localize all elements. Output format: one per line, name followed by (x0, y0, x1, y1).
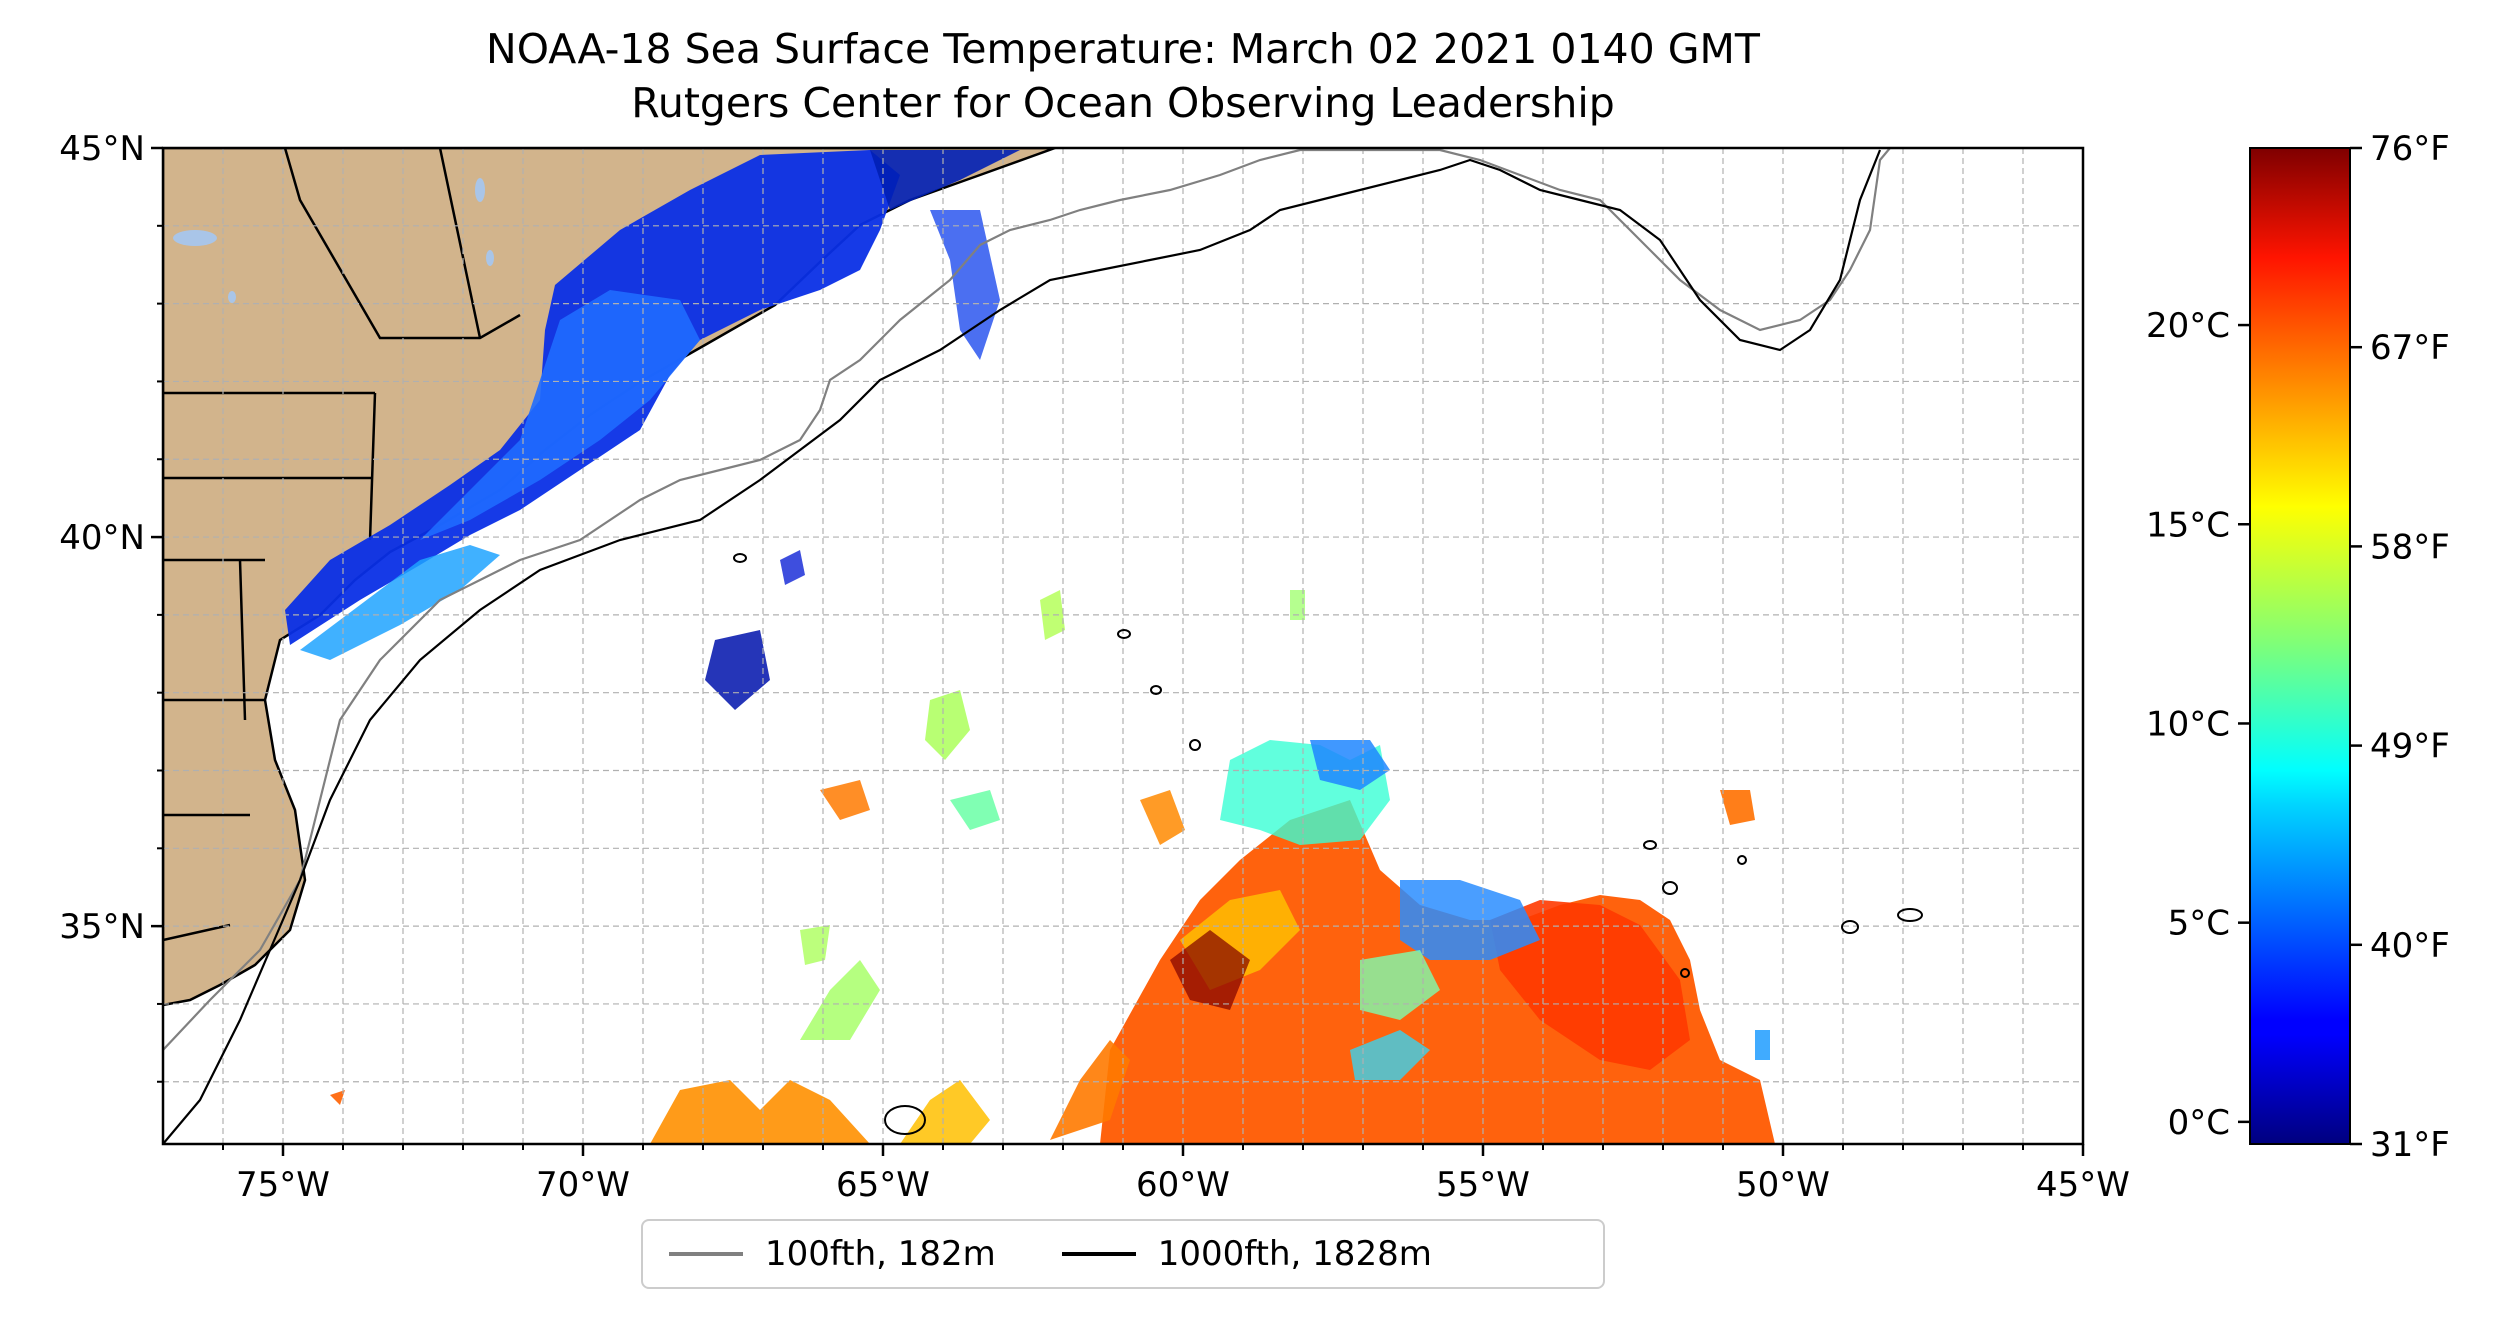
lon-tick-label: 45°W (2036, 1165, 2130, 1205)
lon-tick-label: 65°W (836, 1165, 930, 1205)
legend-item-1000fth: 1000fth, 1828m (1042, 1234, 1432, 1274)
celsius-tick-label: 10°C (2146, 704, 2230, 744)
colorbar: 0°C 5°C 10°C 15°C 20°C 31°F 40°F 49°F 58°F 67°F 7… (2146, 129, 2450, 1165)
lat-tick-label: 45°N (59, 129, 145, 169)
state-borders (163, 148, 521, 942)
lon-tick-label: 60°W (1136, 1165, 1230, 1205)
contour-1000fth (163, 149, 1882, 1144)
sst-warm-water (330, 780, 1775, 1144)
map-subtitle: Rutgers Center for Ocean Observing Leade… (631, 79, 1615, 127)
legend-swatch-100fth (669, 1252, 743, 1256)
fahrenheit-tick-label: 58°F (2370, 527, 2450, 567)
inland-water (173, 178, 494, 303)
lon-tick-label: 75°W (236, 1165, 330, 1205)
latitude-axis: 45°N 40°N 35°N (59, 129, 163, 1083)
fahrenheit-tick-label: 76°F (2370, 129, 2450, 169)
sst-cold-water (285, 150, 1020, 710)
fahrenheit-tick-label: 49°F (2370, 727, 2450, 767)
lon-tick-label: 50°W (1736, 1165, 1830, 1205)
fahrenheit-tick-label: 40°F (2370, 926, 2450, 966)
map-legend: 100fth, 182m 1000fth, 1828m (641, 1219, 1605, 1289)
celsius-tick-label: 5°C (2168, 904, 2230, 944)
legend-label-1000fth: 1000fth, 1828m (1157, 1234, 1432, 1274)
map-title: NOAA-18 Sea Surface Temperature: March 0… (486, 25, 1760, 73)
lat-tick-label: 40°N (59, 518, 145, 558)
contour-100fth (163, 148, 1891, 1051)
colorbar-fahrenheit-axis: 31°F 40°F 49°F 58°F 67°F 76°F (2350, 129, 2450, 1165)
legend-swatch-1000fth (1061, 1252, 1136, 1256)
seamount-contours (733, 553, 1923, 1135)
lon-tick-label: 55°W (1436, 1165, 1530, 1205)
celsius-tick-label: 0°C (2168, 1103, 2230, 1143)
celsius-tick-label: 20°C (2146, 306, 2230, 346)
legend-label-100fth: 100fth, 182m (765, 1234, 996, 1274)
lon-tick-label: 70°W (536, 1165, 630, 1205)
map-gridlines (163, 148, 2083, 1144)
longitude-axis: 75°W 70°W 65°W 60°W 55°W 50°W 45°W (222, 1144, 2130, 1205)
colorbar-gradient (2249, 147, 2351, 1145)
celsius-tick-label: 15°C (2146, 505, 2230, 545)
sst-mid-water (800, 590, 1770, 1080)
legend-item-100fth: 100fth, 182m (649, 1234, 996, 1274)
fahrenheit-tick-label: 67°F (2370, 328, 2450, 368)
map-area (163, 148, 2083, 1144)
fahrenheit-tick-label: 31°F (2370, 1125, 2450, 1165)
colorbar-celsius-axis: 0°C 5°C 10°C 15°C 20°C (2146, 306, 2250, 1143)
lat-tick-label: 35°N (59, 907, 145, 947)
